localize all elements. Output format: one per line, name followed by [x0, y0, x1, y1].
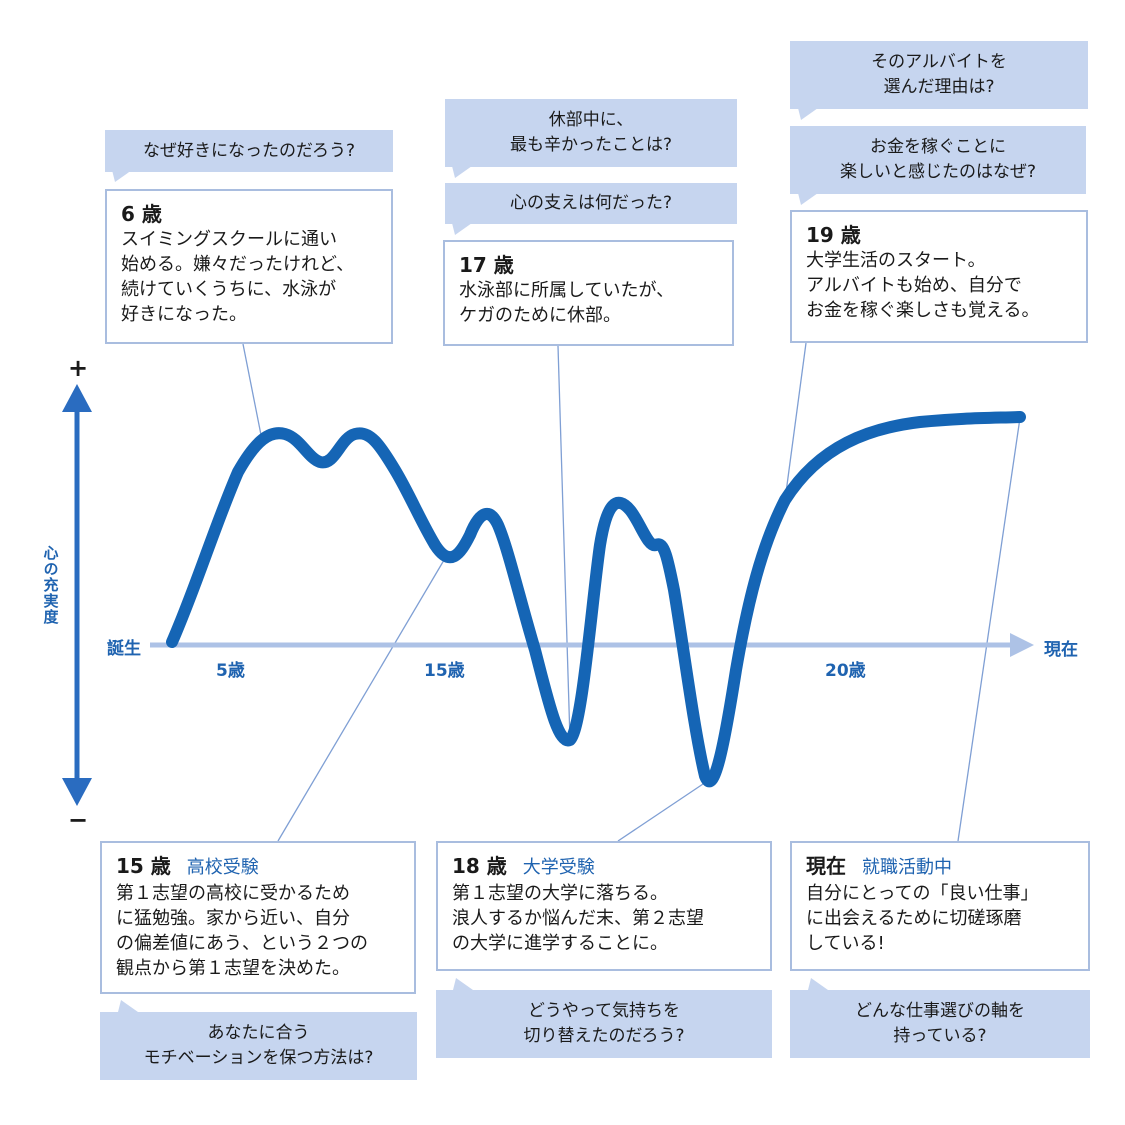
- question-age18: どうやって気持ちを 切り替えたのだろう?: [436, 990, 772, 1058]
- y-axis-arrow-up: [62, 384, 92, 412]
- event-age: 18 歳大学受験: [452, 854, 595, 878]
- question-age19-2: お金を稼ぐことに 楽しいと感じたのはなぜ?: [790, 126, 1086, 194]
- event-tag: 大学受験: [522, 857, 595, 878]
- callout-line-age19: [784, 342, 807, 501]
- callout-line-age18: [617, 781, 707, 842]
- callout-line-age6: [242, 343, 263, 441]
- event-age: 17 歳: [459, 253, 514, 277]
- event-text: 水泳部に所属していたが、 ケガのために休部。: [459, 280, 675, 326]
- event-card-age6: 6 歳 スイミングスクールに通い 始める。嫌々だったけれど、 続けていくうちに、…: [105, 189, 393, 344]
- x-axis-arrow: [1010, 633, 1034, 657]
- bubble-tail-age17-2: [452, 223, 472, 235]
- y-axis-label: 心の充実度: [41, 545, 60, 625]
- bubble-tail-age15: [118, 1000, 138, 1012]
- question-now: どんな仕事選びの軸を 持っている?: [790, 990, 1090, 1058]
- event-age: 19 歳: [806, 223, 861, 247]
- event-card-age15: 15 歳高校受験 第１志望の高校に受かるため に猛勉強。家から近い、自分 の偏差…: [100, 841, 416, 994]
- y-axis-plus: +: [68, 354, 89, 382]
- event-text: 大学生活のスタート。 アルバイトも始め、自分で お金を稼ぐ楽しさも覚える。: [806, 250, 1040, 321]
- question-age17-2: 心の支えは何だった?: [445, 183, 737, 224]
- question-age19-1: そのアルバイトを 選んだ理由は?: [790, 41, 1088, 109]
- question-age15: あなたに合う モチベーションを保つ方法は?: [100, 1012, 417, 1080]
- event-card-now: 現在 就職活動中 自分にとっての「良い仕事」 に出会えるために切磋琢磨 している!: [790, 841, 1090, 971]
- event-card-age18: 18 歳大学受験 第１志望の大学に落ちる。 浪人するか悩んだ末、第２志望 の大学…: [436, 841, 772, 971]
- y-axis-arrow-down: [62, 778, 92, 806]
- event-tag: 就職活動中: [862, 857, 952, 878]
- event-age: 現在 就職活動中: [806, 854, 952, 878]
- event-text: 第１志望の大学に落ちる。 浪人するか悩んだ末、第２志望 の大学に進学することに。: [452, 883, 704, 954]
- event-card-age17: 17 歳 水泳部に所属していたが、 ケガのために休部。: [443, 240, 734, 346]
- question-age6: なぜ好きになったのだろう?: [105, 130, 393, 172]
- event-text: 第１志望の高校に受かるため に猛勉強。家から近い、自分 の偏差値にあう、という２…: [116, 883, 368, 979]
- event-text: スイミングスクールに通い 始める。嫌々だったけれど、 続けていくうちに、水泳が …: [121, 229, 355, 325]
- question-age17-1: 休部中に、 最も辛かったことは?: [445, 99, 737, 167]
- bubble-tail-age19-1: [798, 108, 818, 120]
- callout-line-age17: [557, 345, 571, 741]
- bubble-tail-age17-1: [452, 166, 472, 178]
- x-tick-label: 20歳: [825, 661, 866, 681]
- callout-line-age15: [277, 554, 448, 842]
- callout-line-now: [957, 417, 1021, 842]
- x-tick-label: 15歳: [424, 661, 465, 681]
- life-satisfaction-curve: [166, 411, 1026, 788]
- bubble-tail-age6: [112, 170, 132, 182]
- bubble-tail-age18: [453, 978, 473, 990]
- event-tag: 高校受験: [186, 857, 259, 878]
- x-tick-label: 5歳: [216, 661, 245, 681]
- bubble-tail-now: [808, 978, 828, 990]
- x-axis-end-label: 現在: [1044, 640, 1078, 660]
- bubble-tail-age19-2: [798, 193, 818, 205]
- event-card-age19: 19 歳 大学生活のスタート。 アルバイトも始め、自分で お金を稼ぐ楽しさも覚え…: [790, 210, 1088, 343]
- event-age: 6 歳: [121, 202, 162, 226]
- event-text: 自分にとっての「良い仕事」 に出会えるために切磋琢磨 している!: [806, 883, 1039, 954]
- event-age: 15 歳高校受験: [116, 854, 259, 878]
- y-axis-minus: −: [68, 806, 89, 834]
- x-axis-start-label: 誕生: [107, 639, 141, 659]
